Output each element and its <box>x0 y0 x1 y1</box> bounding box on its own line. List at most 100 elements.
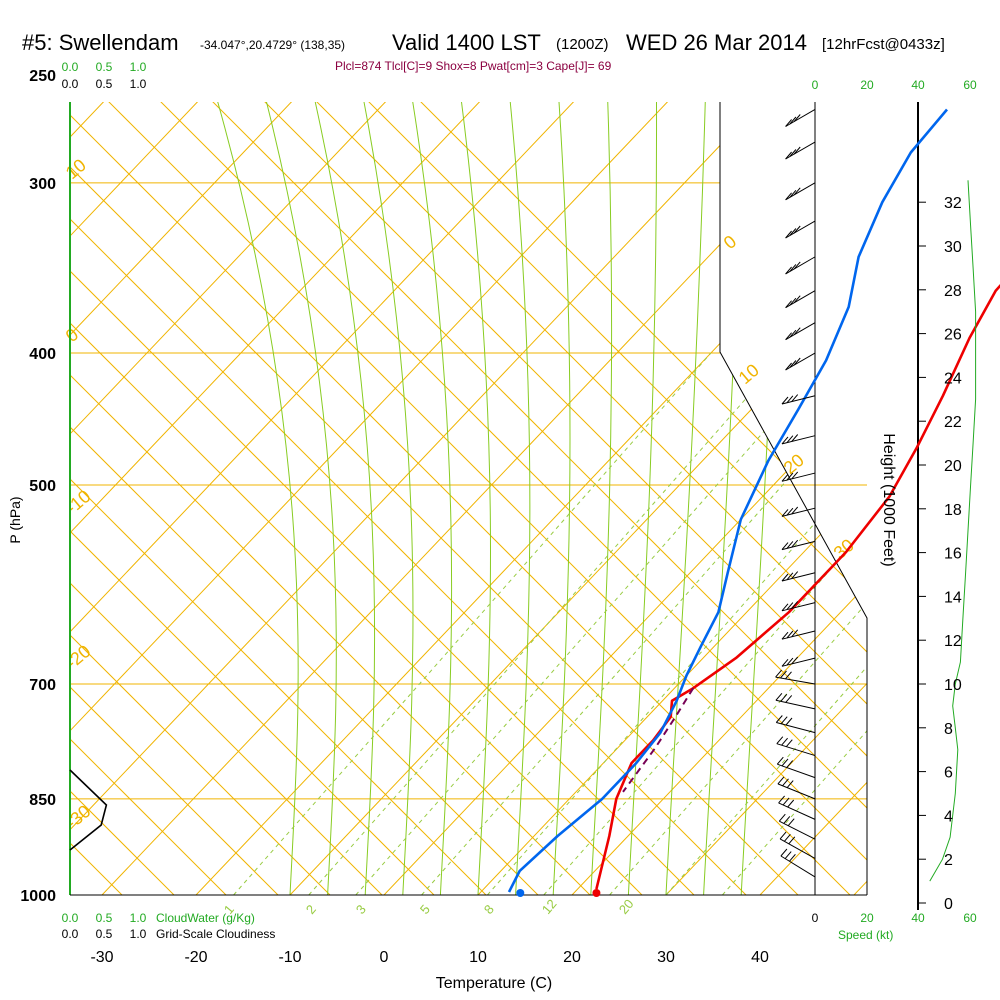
wind-barb-flag <box>782 778 789 787</box>
moist-adiabat-line <box>308 102 376 895</box>
temperature-tick-labels: -30 -20 -10 0 10 20 30 40 <box>90 949 769 966</box>
isotherm-line <box>665 102 867 895</box>
height-tick-label: 0 <box>944 896 953 913</box>
pressure-tick-label: 400 <box>29 346 56 363</box>
cloudiness-tick-top: 0.0 <box>62 77 79 91</box>
height-tick-label: 2 <box>944 852 953 869</box>
mixing-ratio-line <box>308 352 787 895</box>
height-tick-label: 10 <box>944 677 962 694</box>
wind-barb-flag <box>786 760 794 768</box>
wind-barb-flag <box>788 836 796 845</box>
pressure-tick-label: 1000 <box>20 888 56 905</box>
surface-markers <box>516 889 601 897</box>
wind-speed-line <box>929 180 977 882</box>
isotherm-label: -20 <box>62 641 95 673</box>
temperature-tick-label: 10 <box>469 949 487 966</box>
dry-adiabat-line <box>70 102 747 895</box>
wind-barb-flag <box>786 602 794 610</box>
wind-barb-flag <box>785 266 792 275</box>
dry-adiabat-line <box>289 102 867 895</box>
pressure-tick-labels: 250 300 400 500 700 850 1000 <box>20 68 56 905</box>
wind-barb <box>777 783 816 800</box>
wind-barb-flag <box>785 332 792 341</box>
wind-barb-flag <box>776 756 784 765</box>
dry-adiabat-grid <box>70 102 867 895</box>
wind-barb-flag <box>786 572 794 581</box>
speed-axis-label: Speed (kt) <box>838 928 893 942</box>
wind-barb-flag <box>791 571 799 579</box>
surface-marker <box>516 889 525 897</box>
moist-adiabat-line <box>358 102 414 895</box>
dry-adiabat-line <box>70 102 383 895</box>
moist-adiabat-line <box>259 102 337 895</box>
wind-barb-flag <box>787 799 795 808</box>
wind-barb <box>779 820 816 840</box>
forecast-label: [12hrFcst@0433z] <box>822 36 945 53</box>
height-tick-label: 32 <box>944 195 962 212</box>
wind-barb-flag <box>781 509 789 517</box>
height-tick-label: 20 <box>944 458 962 475</box>
y-axis-label: P (hPa) <box>7 496 23 543</box>
wind-barb-flag <box>780 716 788 725</box>
wind-barb-flag <box>785 362 792 371</box>
wind-barb <box>780 855 816 878</box>
wind-barb-flag <box>785 695 793 703</box>
wind-barb <box>776 743 816 757</box>
dry-adiabat-line <box>70 102 435 895</box>
wind-barb-flag <box>785 717 793 726</box>
wind-barb-flag <box>793 114 801 122</box>
pressure-tick-label: 300 <box>29 176 56 193</box>
wind-barb-flag <box>786 780 794 788</box>
dry-adiabat-line <box>70 102 487 895</box>
wind-barb-flag <box>775 692 783 701</box>
dry-adiabat-line <box>70 102 643 895</box>
isotherm-label: 0 <box>62 324 83 346</box>
pressure-tick-label: 500 <box>29 478 56 495</box>
speed-tick-label-bottom: 0 <box>812 911 819 925</box>
sounding-profiles <box>507 108 1000 893</box>
height-tick-label: 18 <box>944 502 962 519</box>
mixing-ratio-label: 20 <box>616 896 637 917</box>
wind-barb-flag <box>781 758 789 767</box>
wind-barb-flag <box>786 630 794 639</box>
wind-barb-flag <box>793 327 801 336</box>
wind-barb-flag <box>791 601 799 609</box>
moist-adiabat-line <box>665 102 707 895</box>
x-axis-label: Temperature (C) <box>436 975 552 992</box>
isotherm-line <box>70 102 600 895</box>
cloudiness-tick-bottom: 1.0 <box>130 927 147 941</box>
dry-adiabat-line <box>70 102 279 895</box>
wind-barb <box>779 838 816 859</box>
wind-barb-flag <box>789 329 797 338</box>
moist-adiabat-line <box>590 102 613 895</box>
wind-barb-flag <box>791 629 799 638</box>
wind-barb-flag <box>780 693 788 702</box>
moist-adiabat-line <box>209 102 299 895</box>
cloud-tick-labels: 0.0 0.0 0.0 0.0 0.5 0.5 0.5 0.5 1.0 1.0 1.0 1.0 <box>62 60 147 941</box>
speed-tick-label-bottom: 40 <box>911 911 925 925</box>
wind-barb-flag <box>793 295 801 304</box>
wind-barb-flag <box>789 264 797 272</box>
isotherm-label: -10 <box>62 486 95 518</box>
wind-barb-flag <box>791 506 799 515</box>
height-tick-label: 16 <box>944 546 962 563</box>
isotherm-label: 10 <box>62 155 90 183</box>
isotherm-grid <box>70 102 867 895</box>
wind-barb-flag <box>785 300 792 309</box>
wind-speed-profile <box>929 180 977 882</box>
parcel-line <box>622 687 695 793</box>
pressure-tick-label: 250 <box>29 68 56 85</box>
wind-barb <box>775 676 816 685</box>
temperature-tick-label: 40 <box>751 949 769 966</box>
dewpoint-line <box>507 108 948 893</box>
wind-barb-flag <box>789 360 797 368</box>
temperature-tick-label: 30 <box>657 949 675 966</box>
isotherm-line <box>383 102 867 895</box>
wind-barb <box>777 763 816 779</box>
wind-barb-flag <box>785 151 792 160</box>
temperature-tick-label: 20 <box>563 949 581 966</box>
wind-barb-flag <box>781 737 788 746</box>
wind-barb-flag <box>785 671 792 680</box>
wind-barb <box>776 722 816 734</box>
